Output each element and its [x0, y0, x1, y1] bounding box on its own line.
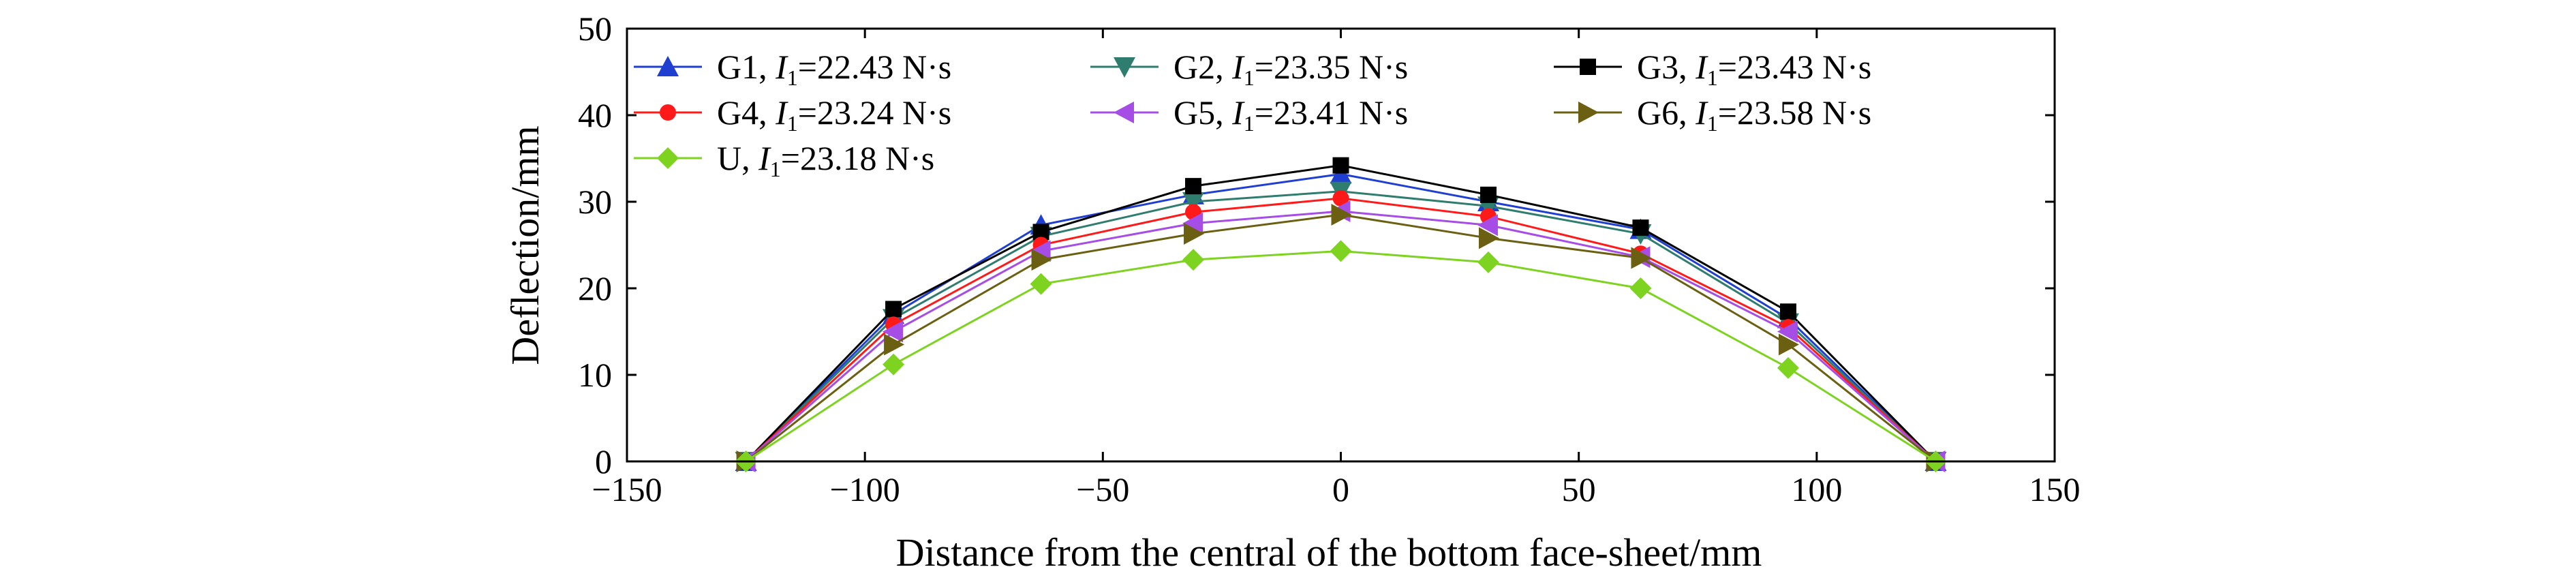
data-point — [1477, 251, 1499, 273]
axis-layer: −150 −100 −50 0 50 100 150 0 10 20 30 40 50 — [578, 10, 2081, 508]
legend-entry: U, I1=23.18 N·s — [634, 139, 934, 181]
data-point — [1031, 249, 1052, 271]
y-tick-label: 30 — [578, 183, 612, 221]
data-point — [1182, 212, 1203, 234]
data-point — [1182, 249, 1205, 271]
data-point — [1477, 214, 1498, 236]
legend-marker — [1578, 102, 1599, 123]
legend-label: G5, I1=23.41 N·s — [1174, 93, 1408, 136]
data-point — [885, 301, 902, 318]
legend-marker — [1114, 57, 1135, 78]
data-point — [1778, 333, 1799, 356]
data-point — [1182, 192, 1205, 213]
legend-entry: G5, I1=23.41 N·s — [1090, 93, 1408, 136]
x-tick-label: 100 — [1791, 470, 1842, 508]
y-tick-label: 20 — [578, 269, 612, 307]
x-axis-title: Distance from the central of the bottom … — [896, 530, 1762, 575]
legend-marker — [660, 104, 676, 121]
legend-entry: G2, I1=23.35 N·s — [1090, 48, 1408, 90]
legend-label: G3, I1=23.43 N·s — [1637, 48, 1871, 90]
y-tick-label: 50 — [578, 10, 612, 48]
data-point — [1184, 222, 1205, 245]
data-point — [1629, 277, 1652, 299]
series-2 — [735, 181, 1947, 472]
data-point — [1330, 240, 1352, 262]
data-point — [1478, 227, 1499, 249]
legend-label: U, I1=23.18 N·s — [717, 139, 934, 181]
x-tick-label: 150 — [2029, 470, 2081, 508]
y-axis-title: Deflection/mm — [503, 125, 547, 365]
series-7 — [735, 240, 1947, 472]
data-point — [1777, 320, 1798, 343]
legend-entry: G6, I1=23.58 N·s — [1554, 93, 1871, 136]
series-layer — [735, 157, 1947, 472]
data-point — [884, 333, 905, 356]
legend-marker — [657, 147, 679, 169]
data-point — [1479, 186, 1497, 203]
legend-entry: G4, I1=23.24 N·s — [634, 93, 951, 136]
y-tick-label: 0 — [595, 442, 612, 480]
data-point — [1185, 178, 1202, 195]
legend-label: G1, I1=22.43 N·s — [717, 48, 951, 90]
legend-label: G4, I1=23.24 N·s — [717, 93, 951, 136]
x-tick-label: −100 — [830, 470, 900, 508]
legend-entry: G3, I1=23.43 N·s — [1554, 48, 1871, 90]
data-point — [1331, 204, 1352, 226]
series-line — [745, 197, 1937, 463]
data-point — [1632, 219, 1649, 236]
series-line — [745, 249, 1937, 463]
legend-label: G2, I1=23.35 N·s — [1174, 48, 1408, 90]
data-point — [1332, 189, 1349, 207]
data-point — [1631, 247, 1652, 269]
data-point — [1779, 303, 1796, 320]
legend-marker — [657, 56, 679, 76]
legend-marker — [1580, 59, 1596, 75]
y-tick-label: 40 — [578, 96, 612, 134]
data-point — [1332, 157, 1349, 174]
legend-entry: G1, I1=22.43 N·s — [634, 48, 951, 90]
data-point — [883, 320, 904, 343]
legend: G1, I1=22.43 N·s G2, I1=23.35 N·s G3, I1=2… — [634, 48, 1871, 181]
legend-label: G6, I1=23.58 N·s — [1637, 93, 1871, 136]
legend-marker — [1114, 102, 1134, 123]
y-tick-label: 10 — [578, 356, 612, 394]
data-point — [1777, 356, 1799, 379]
x-tick-label: −150 — [592, 470, 662, 508]
x-tick-label: 0 — [1332, 470, 1349, 508]
x-tick-label: −50 — [1076, 470, 1129, 508]
data-point — [1030, 273, 1052, 295]
data-point — [883, 353, 905, 376]
x-tick-label: 50 — [1562, 470, 1596, 508]
